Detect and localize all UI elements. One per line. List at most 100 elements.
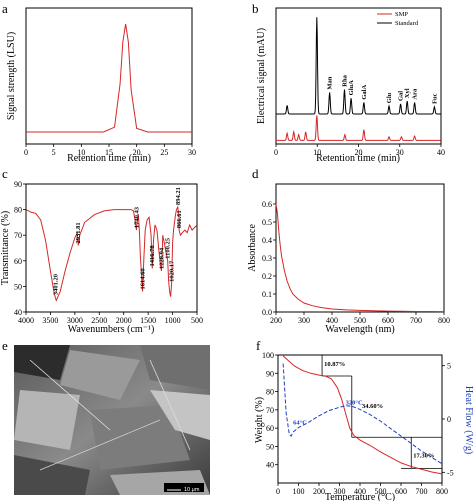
panel-f-ticks: 0 100 200 300 400 500 600 700 800405060708090100… — [262, 351, 454, 496]
panel-a-xtick-label: 20 — [133, 148, 141, 157]
panel-f-xtick-label: 0 — [276, 487, 280, 496]
peak-label: 1100.25 — [165, 237, 172, 259]
panel-d-xtick-label: 200 — [270, 316, 282, 325]
panel-a-xtick-label: 30 — [188, 148, 196, 157]
peak-label: 1416.78 — [149, 245, 156, 267]
panel-d-ytick-label: 0.1 — [262, 290, 272, 299]
peak-label: Ara — [412, 88, 419, 100]
panel-c-ytick-label: 80 — [14, 206, 22, 215]
legend-smp-label: SMP — [395, 11, 408, 18]
panel-a-xlabel: Retention time (min) — [67, 153, 151, 164]
panel-f-ytick-label: 60 — [266, 424, 274, 433]
peak-label: 3401.20 — [52, 274, 59, 295]
peak-label: Gal — [398, 91, 405, 101]
panel-b-peak-labels: Man Rha GluA GalA Glu Gal Xyl Ara Fuc — [327, 74, 439, 103]
panel-f-ytick-right-label: -5 — [447, 468, 454, 477]
panel-a-xtick-label: 25 — [160, 148, 168, 157]
panel-c-xtick-label: 2000 — [116, 316, 132, 325]
panel-a-xtick-label: 5 — [52, 148, 56, 157]
panel-c-frame — [25, 183, 198, 313]
panel-c-series — [25, 205, 198, 302]
panel-c-xtick-label: 2500 — [91, 316, 107, 325]
panel-d-ytick-label: 0.2 — [262, 272, 272, 281]
peak-label: 866.61 — [176, 210, 183, 228]
panel-d-xlabel: Wavelength (nm) — [325, 324, 394, 335]
panel-c-xtick-label: 500 — [191, 316, 203, 325]
panel-d-series — [275, 203, 445, 313]
peak-label: 1614.60 — [140, 268, 147, 289]
panel-d-ytick-label: 0.4 — [262, 236, 272, 245]
panel-d-frame — [275, 183, 445, 313]
panel-a-xtick-label: 15 — [105, 148, 113, 157]
panel-f-series-weight — [282, 355, 443, 475]
panel-b-frame — [275, 7, 442, 145]
annotation-label: 64°C — [293, 419, 307, 426]
panel-b-series-standard — [276, 17, 441, 115]
panel-c-label: c — [2, 166, 8, 181]
panel-d-ytick-label: 0.6 — [262, 200, 272, 209]
peak-label: Man — [327, 76, 334, 89]
panel-c-xtick-label: 3500 — [42, 316, 58, 325]
panel-d-label: d — [252, 166, 259, 181]
panel-c-xtick-label: 3000 — [67, 316, 83, 325]
peak-label: GalA — [361, 85, 368, 100]
panel-c-xtick-label: 1500 — [140, 316, 156, 325]
panel-c-ytick-label: 60 — [14, 257, 22, 266]
panel-a-xtick-label: 0 — [24, 148, 28, 157]
panel-f-xtick-label: 500 — [375, 487, 387, 496]
panel-f-xtick-label: 700 — [416, 487, 428, 496]
panel-e: e 10 μm — [2, 338, 210, 495]
panel-f-ytick-right-label: 5 — [447, 362, 451, 371]
panel-f-annotations: 10.87% 34.60% 17.30% 64°C 320°C — [293, 361, 434, 459]
peak-label: 894.21 — [175, 187, 182, 205]
panel-d-xtick-label: 600 — [382, 316, 394, 325]
scale-bar-label: 10 μm — [184, 487, 200, 493]
panel-e-label: e — [2, 338, 8, 353]
panel-f-ytick-label: 70 — [266, 406, 274, 415]
panel-c-ytick-label: 90 — [14, 180, 22, 189]
annotation-label: 320°C — [346, 399, 363, 406]
panel-f-ylabel: Weight (%) — [254, 397, 265, 443]
panel-b-xtick-label: 10 — [313, 148, 321, 157]
panel-a-label: a — [2, 1, 8, 16]
panel-d-ytick-label: 0.0 — [262, 308, 272, 317]
panel-f-series-heat-flow — [282, 363, 443, 465]
panel-f-ylabel-right: Heat Flow (W/g) — [463, 386, 474, 454]
panel-f-xtick-label: 300 — [334, 487, 346, 496]
annotation-label: 10.87% — [324, 361, 345, 368]
panel-f-xtick-label: 200 — [313, 487, 325, 496]
panel-a-ticks: 0 5 10 15 20 25 30 — [24, 144, 196, 157]
panel-f-xlabel: Temperature (°C) — [325, 492, 395, 501]
panel-c-xtick-label: 4000 — [18, 316, 34, 325]
panel-a-series — [26, 23, 192, 133]
panel-c-ytick-label: 40 — [14, 308, 22, 317]
panel-a: a 0 5 10 15 20 25 30 Retention time (min) Sign… — [2, 1, 196, 164]
panel-f-ytick-label: 90 — [266, 369, 274, 378]
panel-f: f 0 100 200 300 400 500 600 700 8004050607080901… — [254, 338, 474, 501]
panel-f-xtick-label: 100 — [293, 487, 305, 496]
peak-label: 1020.17 — [169, 260, 176, 282]
panel-c-xlabel: Wavenumbers (cm⁻¹) — [68, 324, 155, 335]
panel-b-xlabel: Retention time (min) — [316, 153, 400, 164]
panel-b-label: b — [252, 1, 259, 16]
panel-f-ytick-label: 50 — [266, 442, 274, 451]
panel-d-ticks: 200 300 400 500 600 700 800 0.0 0.1 0.2 0.3 0.4 0.5 0… — [262, 200, 450, 325]
panel-b-series-smp — [276, 115, 441, 141]
panel-c: c 4000 3500 3000 2500 2000 1500 1000 500 40 50 60 7… — [0, 166, 203, 335]
panel-a-xtick-label: 10 — [77, 148, 85, 157]
panel-b-ticks: 0 10 20 30 40 — [274, 144, 445, 157]
panel-c-xtick-label: 1000 — [165, 316, 181, 325]
peak-label: Fuc — [431, 93, 438, 104]
panel-b-xtick-label: 40 — [437, 148, 445, 157]
peak-label: 1228.94 — [158, 247, 165, 269]
panel-c-ylabel: Transmittance (%) — [0, 211, 11, 285]
panel-b-xtick-label: 30 — [396, 148, 404, 157]
panel-f-ytick-label: 80 — [266, 388, 274, 397]
panel-b-ylabel: Electrical signal (mAU) — [256, 28, 267, 124]
panel-b: b 0 10 20 30 40 Man Rha GluA GalA Glu Gal Xyl Ara Fu… — [252, 1, 445, 164]
panel-d-xtick-label: 400 — [326, 316, 338, 325]
panel-b-legend: SMP Standard — [377, 11, 419, 27]
panel-d-xtick-label: 800 — [438, 316, 450, 325]
